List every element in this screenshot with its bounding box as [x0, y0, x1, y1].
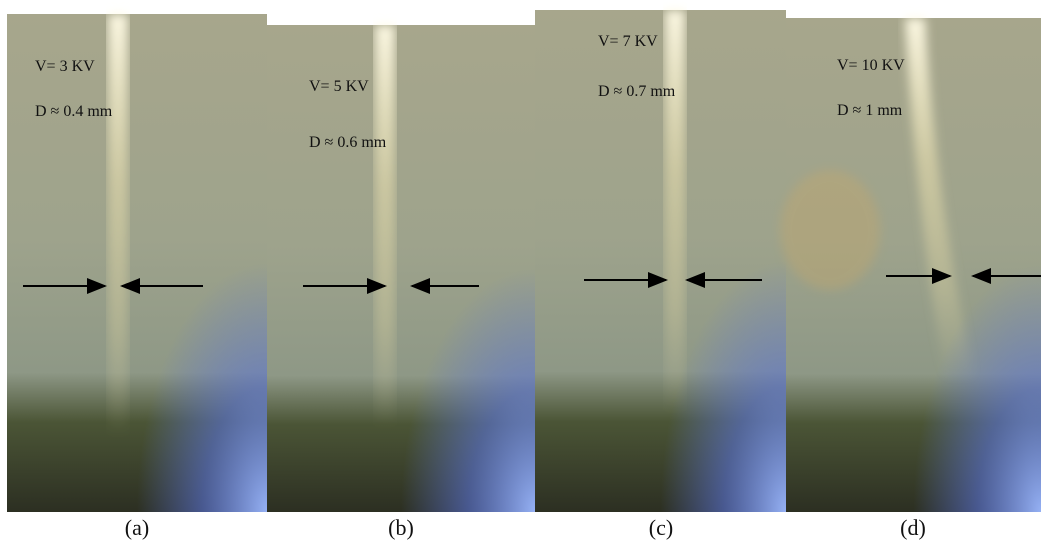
glow — [786, 18, 1041, 512]
diameter-label: D ≈ 0.7 mm — [598, 83, 676, 100]
caption: (d) — [900, 515, 926, 540]
panel-c: V= 7 KV D ≈ 0.7 mm (c) — [535, 10, 786, 540]
voltage-label: V= 3 KV — [35, 58, 95, 75]
figure: V= 3 KV D ≈ 0.4 mm (a) V= 5 KV D ≈ 0.6 m… — [0, 0, 1041, 543]
diameter-label: D ≈ 0.4 mm — [35, 103, 113, 120]
voltage-label: V= 7 KV — [598, 33, 658, 50]
caption: (a) — [125, 515, 149, 540]
panel-d: V= 10 KV D ≈ 1 mm (d) — [780, 18, 1041, 540]
glow — [7, 14, 267, 512]
voltage-label: V= 10 KV — [837, 57, 905, 74]
panel-b: V= 5 KV D ≈ 0.6 mm (b) — [267, 25, 535, 540]
diameter-label: D ≈ 1 mm — [837, 102, 903, 119]
caption: (b) — [388, 515, 414, 540]
glow — [267, 25, 535, 512]
caption: (c) — [649, 515, 673, 540]
diameter-label: D ≈ 0.6 mm — [309, 134, 387, 151]
panel-a: V= 3 KV D ≈ 0.4 mm (a) — [7, 14, 267, 540]
voltage-label: V= 5 KV — [309, 78, 369, 95]
